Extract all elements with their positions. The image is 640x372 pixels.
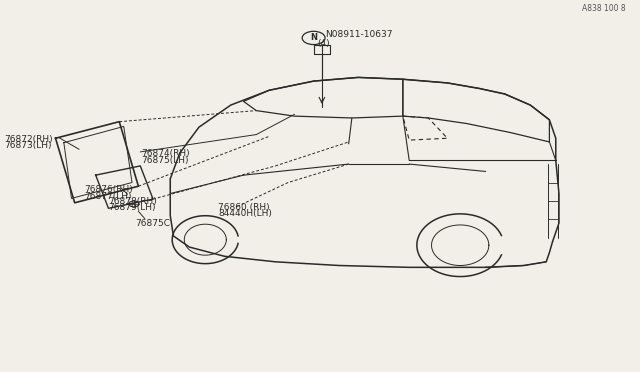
Text: 76877(LH): 76877(LH): [84, 192, 132, 201]
Text: (4): (4): [317, 39, 330, 48]
Text: N: N: [310, 33, 317, 42]
Text: 76875(LH): 76875(LH): [141, 156, 189, 165]
Text: 76860 (RH): 76860 (RH): [218, 203, 269, 212]
Text: 84440H(LH): 84440H(LH): [218, 209, 272, 218]
Text: A838 100 8: A838 100 8: [582, 4, 626, 13]
Text: 76875C: 76875C: [135, 219, 170, 228]
Text: 76872(RH): 76872(RH): [4, 135, 53, 144]
Text: 76874(RH): 76874(RH): [141, 149, 190, 158]
Text: 76873(LH): 76873(LH): [4, 141, 52, 150]
Text: 76876(RH): 76876(RH): [84, 186, 133, 195]
Text: 76878(RH): 76878(RH): [108, 196, 157, 206]
Text: N08911-10637: N08911-10637: [325, 31, 392, 39]
Text: 76879(LH): 76879(LH): [108, 203, 156, 212]
